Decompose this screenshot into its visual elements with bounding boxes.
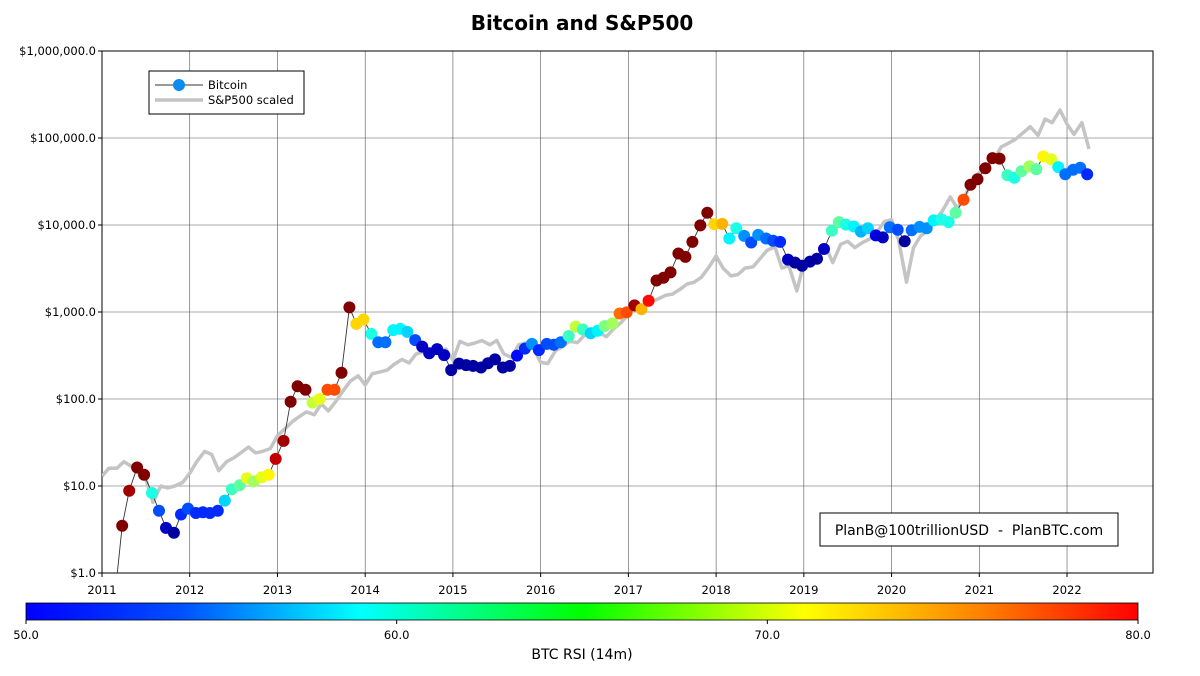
bitcoin-point [920, 222, 933, 235]
bitcoin-point [379, 336, 392, 349]
bitcoin-point [1030, 163, 1043, 176]
bitcoin-point [942, 216, 955, 229]
bitcoin-point [401, 325, 414, 338]
grid [102, 51, 1153, 573]
bitcoin-point [620, 306, 633, 319]
annotation-box: PlanB@100trillionUSD - PlanBTC.com [819, 512, 1119, 547]
bitcoin-point [343, 301, 356, 314]
bitcoin-point [1081, 168, 1094, 181]
legend: Bitcoin S&P500 scaled [148, 70, 305, 115]
bitcoin-point [562, 330, 575, 342]
y-axis: $1.0 $10.0 $100.0 $1,000.0 $10,000.0 $100,000… [19, 44, 102, 580]
x-tick-label: 2019 [789, 583, 818, 597]
y-tick-label: $10.0 [63, 479, 96, 493]
colorbar-tick-label: 60.0 [384, 628, 410, 642]
bitcoin-point [730, 222, 743, 235]
bitcoin-point [716, 217, 729, 230]
bitcoin-point [218, 494, 231, 507]
bitcoin-point [811, 252, 823, 265]
bitcoin-point [774, 235, 787, 248]
y-tick-label: $10,000.0 [37, 218, 96, 232]
y-tick-label: $100.0 [56, 392, 96, 406]
bitcoin-point [445, 364, 458, 377]
bitcoin-point [606, 317, 619, 330]
bitcoin-point [861, 222, 874, 235]
bitcoin-point [979, 162, 992, 175]
x-tick-label: 2020 [877, 583, 906, 597]
colorbar-label: BTC RSI (14m) [531, 647, 632, 663]
bitcoin-point [686, 235, 699, 248]
bitcoin-point [146, 487, 158, 499]
bitcoin-point [891, 223, 904, 236]
bitcoin-point [1045, 153, 1058, 166]
x-tick-label: 2018 [701, 583, 730, 597]
x-tick-label: 2014 [351, 583, 380, 597]
bitcoin-point [328, 383, 341, 396]
bitcoin-point [284, 395, 297, 408]
y-tick-label: $1,000,000.0 [19, 44, 96, 58]
annotation-text: PlanB@100trillionUSD - PlanBTC.com [835, 523, 1103, 539]
bitcoin-point [262, 468, 275, 481]
colorbar-tick-label: 70.0 [755, 628, 781, 642]
legend-bitcoin-label: Bitcoin [208, 78, 247, 92]
bitcoin-point [642, 294, 655, 307]
bitcoin-point [489, 353, 501, 366]
y-tick-label: $1.0 [70, 566, 96, 580]
x-tick-label: 2013 [263, 583, 292, 597]
bitcoin-point [679, 250, 692, 263]
bitcoin-point [153, 504, 165, 517]
sp500-line [102, 108, 1091, 505]
bitcoin-point [299, 383, 312, 396]
bitcoin-point [357, 313, 370, 326]
chart-title: Bitcoin and S&P500 [471, 11, 694, 35]
bitcoin-point [701, 206, 714, 219]
bitcoin-point [694, 219, 707, 232]
bitcoin-point [116, 519, 129, 532]
bitcoin-line [116, 155, 1088, 573]
bitcoin-point [138, 468, 151, 481]
bitcoin-point [818, 243, 830, 255]
legend-sp500-label: S&P500 scaled [208, 93, 294, 107]
bitcoin-point [335, 366, 348, 379]
bitcoin-point [438, 349, 451, 362]
colorbar-tick-label: 50.0 [13, 628, 39, 642]
colorbar-gradient [25, 602, 1139, 621]
x-tick-label: 2022 [1052, 583, 1081, 597]
x-axis: 2011 2012 2013 2014 2015 2016 2017 2018 2019 2020… [87, 573, 1082, 597]
x-tick-label: 2012 [175, 583, 204, 597]
bitcoin-point [876, 231, 889, 244]
x-tick-label: 2011 [87, 583, 116, 597]
bitcoin-point [211, 504, 224, 517]
bitcoin-point [277, 434, 290, 447]
colorbar-ticks: 50.0 60.0 70.0 80.0 [13, 620, 1151, 642]
x-tick-label: 2017 [614, 583, 643, 597]
legend-bitcoin-marker [173, 79, 185, 91]
bitcoin-point [635, 303, 648, 316]
bitcoin-point [971, 173, 984, 186]
x-tick-label: 2021 [965, 583, 994, 597]
bitcoin-point [949, 206, 962, 219]
bitcoin-point [503, 359, 516, 372]
bitcoin-point [825, 224, 838, 237]
bitcoin-point [664, 266, 677, 279]
x-tick-label: 2015 [438, 583, 467, 597]
bitcoin-points [116, 150, 1094, 539]
y-tick-label: $100,000.0 [30, 131, 96, 145]
bitcoin-point [745, 236, 758, 249]
bitcoin-point [123, 484, 136, 497]
bitcoin-point [365, 327, 378, 340]
bitcoin-point [511, 349, 523, 362]
bitcoin-point [993, 152, 1006, 165]
bitcoin-point [957, 193, 970, 206]
bitcoin-point [313, 393, 326, 405]
colorbar-tick-label: 80.0 [1125, 628, 1151, 642]
bitcoin-point [167, 526, 180, 539]
bitcoin-point [898, 235, 911, 248]
bitcoin-point [269, 452, 282, 465]
x-tick-label: 2016 [526, 583, 555, 597]
bitcoin-point [723, 232, 736, 245]
colorbar: 50.0 60.0 70.0 80.0 BTC RSI (14m) [13, 602, 1151, 663]
y-tick-label: $1,000.0 [45, 305, 96, 319]
